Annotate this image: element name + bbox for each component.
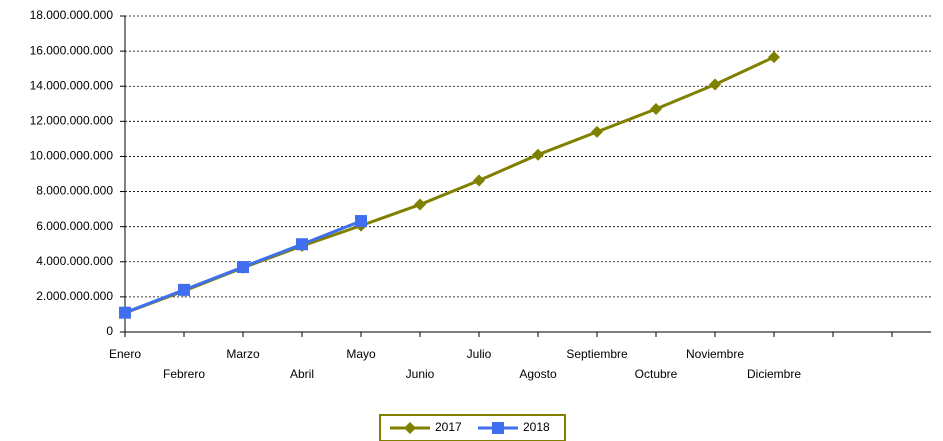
x-tick-label: Diciembre (747, 367, 801, 381)
x-tick-label: Julio (467, 347, 492, 361)
y-tick-label: 18.000.000.000 (30, 8, 114, 22)
y-tick-label: 8.000.000.000 (36, 184, 113, 198)
y-tick-label: 16.000.000.000 (30, 43, 114, 57)
marker (768, 51, 780, 64)
y-tick-label: 0 (106, 324, 113, 338)
x-tick-label: Agosto (519, 367, 557, 381)
x-tick-label: Marzo (226, 347, 260, 361)
x-tick-label: Junio (406, 367, 435, 381)
x-tick-label: Enero (109, 347, 141, 361)
y-tick-label: 6.000.000.000 (36, 219, 113, 233)
marker (591, 125, 603, 138)
marker (414, 198, 426, 211)
marker (650, 103, 662, 116)
marker (296, 238, 308, 251)
marker (492, 422, 504, 434)
x-tick-label: Abril (290, 367, 314, 381)
x-tick-label: Febrero (163, 367, 205, 381)
marker (532, 148, 544, 161)
y-tick-label: 2.000.000.000 (36, 289, 113, 303)
legend-label: 2018 (523, 420, 550, 434)
x-tick-label: Septiembre (566, 347, 628, 361)
marker (404, 422, 416, 434)
marker (178, 283, 190, 296)
y-tick-label: 4.000.000.000 (36, 254, 113, 268)
y-tick-label: 14.000.000.000 (30, 78, 114, 92)
y-tick-label: 12.000.000.000 (30, 114, 114, 128)
marker (355, 215, 367, 228)
legend-label: 2017 (435, 420, 462, 434)
marker (119, 306, 131, 319)
y-tick-label: 10.000.000.000 (30, 149, 114, 163)
marker (709, 78, 721, 91)
x-tick-label: Octubre (635, 367, 678, 381)
marker (473, 174, 485, 187)
marker (237, 261, 249, 274)
x-tick-label: Noviembre (686, 347, 744, 361)
x-tick-label: Mayo (346, 347, 376, 361)
